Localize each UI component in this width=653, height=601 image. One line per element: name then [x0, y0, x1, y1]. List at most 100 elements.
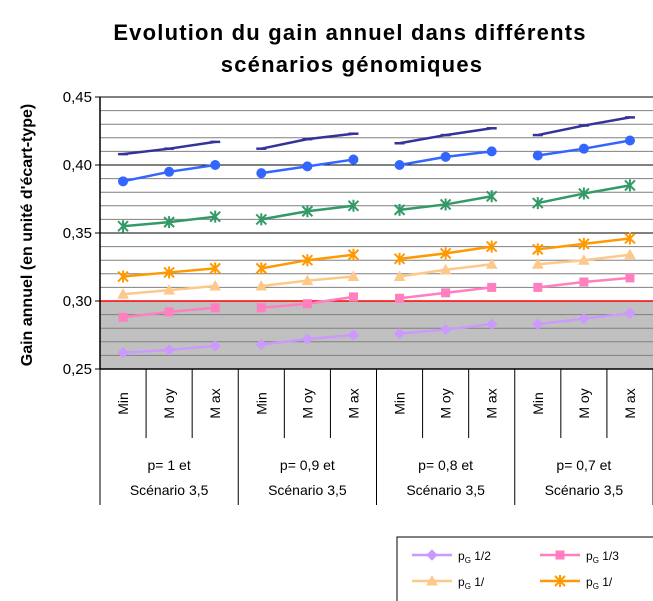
y-tick-label: 0,30: [63, 293, 92, 310]
legend-marker: [554, 575, 566, 587]
data-point-1: [625, 273, 635, 283]
series-line-6: [261, 132, 354, 150]
data-point-0: [347, 329, 360, 341]
data-point-0: [532, 318, 544, 330]
data-point-5: [256, 168, 267, 179]
legend: pG 1/2 pG 1/3 pG 1/pG 1/: [396, 536, 653, 601]
data-point-5: [348, 154, 359, 165]
data-point-0: [209, 340, 221, 352]
legend-label: pG 1/: [586, 575, 613, 591]
y-tick-label: 0,45: [63, 89, 92, 106]
data-point-2: [624, 248, 636, 260]
data-point-4: [624, 179, 636, 192]
data-point-2: [485, 258, 498, 269]
data-point-4: [209, 210, 221, 223]
data-point-3: [624, 232, 636, 245]
data-point-2: [578, 254, 590, 265]
x-category-label: Min: [253, 392, 269, 415]
legend-label: pG 1/: [458, 575, 485, 591]
data-point-4: [578, 187, 590, 200]
group-label-line-2: Scénario 3,5: [406, 482, 485, 498]
group-label-line-2: Scénario 3,5: [545, 482, 624, 498]
data-point-4: [532, 197, 544, 210]
data-point-3: [578, 237, 590, 250]
group-label-line-2: Scénario 3,5: [130, 482, 209, 498]
data-point-1: [487, 282, 497, 292]
data-point-3: [532, 243, 544, 256]
data-point-5: [624, 135, 635, 146]
x-category-label: Min: [115, 392, 131, 415]
data-point-3: [255, 262, 267, 275]
data-point-1: [118, 312, 128, 322]
data-point-2: [347, 270, 360, 282]
data-point-5: [394, 160, 405, 170]
group-label-line-1: p= 0,7 et: [556, 457, 611, 473]
data-point-1: [348, 292, 358, 302]
y-tick-label: 0,40: [63, 157, 92, 174]
group-label-line-1: p= 0,9 et: [280, 457, 335, 473]
data-point-2: [531, 258, 544, 269]
data-point-5: [440, 151, 451, 162]
data-point-0: [255, 338, 267, 351]
data-point-1: [256, 303, 266, 313]
data-point-0: [624, 307, 636, 319]
y-axis-label: Gain annuel (en unité d'écart-type): [19, 104, 36, 367]
data-point-2: [439, 263, 452, 275]
x-category-label: M oy: [161, 388, 177, 418]
y-tick-label: 0,25: [63, 361, 92, 378]
data-point-1: [210, 303, 220, 313]
chart-title-line-1: Evolution du gain annuel dans différents: [113, 20, 586, 45]
data-point-3: [393, 252, 406, 265]
x-category-label: M ax: [622, 388, 638, 418]
data-point-1: [579, 277, 589, 287]
data-point-4: [393, 203, 406, 216]
x-category-label: M ax: [484, 388, 500, 418]
data-point-1: [533, 282, 543, 292]
data-point-4: [301, 205, 314, 218]
x-category-label: Min: [392, 392, 408, 415]
data-point-2: [301, 274, 314, 286]
data-point-1: [395, 293, 405, 303]
data-point-5: [578, 143, 589, 154]
data-point-3: [439, 247, 452, 260]
data-point-4: [163, 216, 175, 229]
chart-title-line-2: scénarios génomiques: [221, 52, 483, 77]
data-point-5: [302, 161, 313, 172]
y-tick-label: 0,35: [63, 225, 92, 242]
group-label-line-1: p= 0,8 et: [418, 457, 473, 473]
x-category-label: M oy: [438, 388, 454, 418]
data-point-3: [117, 270, 129, 283]
data-point-3: [301, 254, 314, 267]
data-point-0: [301, 333, 314, 345]
x-category-label: M oy: [299, 388, 315, 418]
data-point-5: [486, 146, 497, 157]
legend-marker: [426, 574, 438, 586]
data-point-0: [578, 312, 590, 325]
data-point-3: [486, 240, 498, 253]
data-point-3: [209, 262, 221, 275]
data-point-2: [393, 270, 406, 282]
x-category-label: M ax: [345, 388, 361, 418]
data-point-3: [347, 248, 360, 261]
group-label-line-1: p= 1 et: [148, 457, 191, 473]
data-point-0: [117, 346, 129, 359]
data-point-1: [164, 307, 174, 317]
legend-marker: [426, 549, 438, 561]
legend-box: [396, 536, 653, 601]
data-point-4: [117, 220, 129, 233]
data-point-4: [439, 198, 452, 211]
x-category-label: M oy: [576, 388, 592, 418]
data-point-4: [347, 199, 360, 212]
data-point-2: [163, 284, 175, 295]
data-point-0: [393, 327, 406, 340]
data-point-0: [486, 318, 498, 330]
legend-label: pG 1/3: [586, 549, 619, 565]
legend-marker: [555, 550, 565, 560]
group-label-line-2: Scénario 3,5: [268, 482, 347, 498]
data-point-2: [255, 280, 268, 291]
data-point-2: [209, 280, 222, 291]
data-point-2: [117, 288, 129, 299]
data-point-0: [163, 344, 175, 356]
data-point-5: [164, 166, 175, 177]
